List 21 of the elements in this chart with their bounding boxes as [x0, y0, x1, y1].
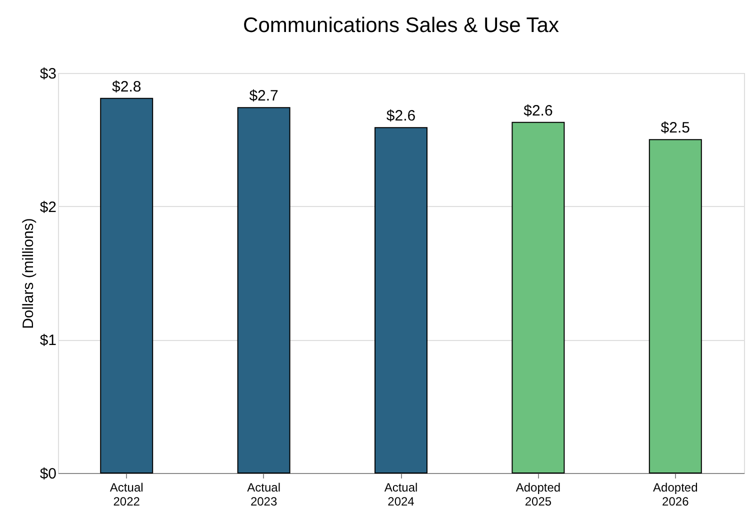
data-label: $2.5 — [660, 120, 690, 137]
bar — [237, 107, 290, 474]
bar — [648, 139, 702, 474]
x-tick-label: Actual 2024 — [384, 480, 418, 508]
y-axis-title: Dollars (millions) — [20, 218, 37, 329]
x-tick-label: Actual 2022 — [110, 480, 144, 508]
x-tick-label: Adopted 2026 — [653, 480, 698, 508]
bar — [374, 127, 428, 474]
bar — [512, 122, 565, 474]
y-tick-label: $0 — [40, 466, 56, 482]
y-tick-label: $3 — [40, 66, 56, 82]
x-tick-label: Adopted 2025 — [516, 480, 561, 508]
chart-title: Communications Sales & Use Tax — [243, 14, 560, 37]
y-tick-label: $1 — [40, 332, 56, 350]
data-label: $2.8 — [112, 78, 142, 96]
x-tick-label: Actual 2023 — [247, 480, 280, 508]
y-tick-label: $2 — [40, 198, 56, 216]
data-label: $2.6 — [386, 108, 416, 125]
bar — [100, 98, 154, 474]
data-label: $2.7 — [249, 88, 278, 105]
data-label: $2.6 — [524, 102, 553, 120]
